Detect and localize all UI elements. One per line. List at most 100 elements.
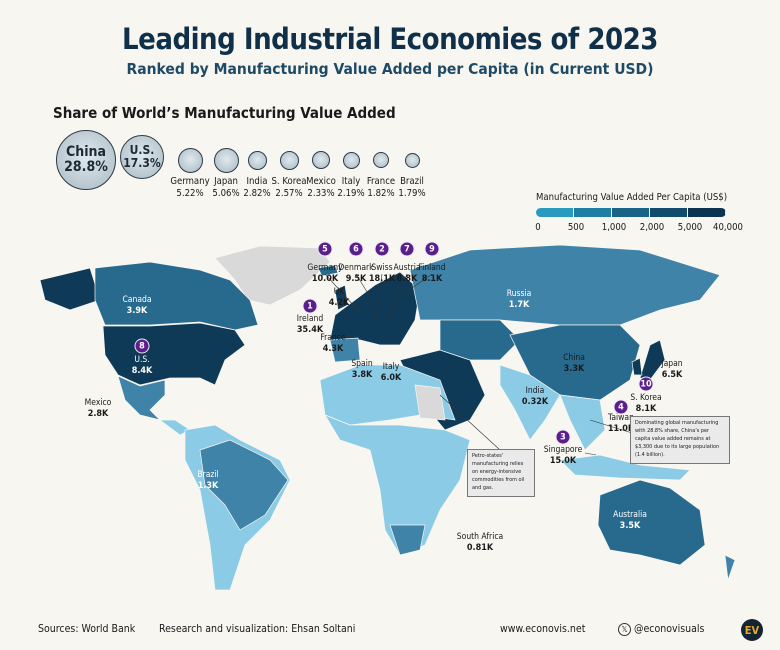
- page-subtitle: Ranked by Manufacturing Value Added per …: [126, 60, 654, 78]
- legend-title: Manufacturing Value Added Per Capita (US…: [536, 192, 728, 203]
- label-country: UK: [333, 287, 345, 297]
- bubble-country: Japan: [214, 176, 238, 187]
- petro-note: Petro-states' manufacturing relies on en…: [467, 449, 535, 497]
- share-title: Share of World’s Manufacturing Value Add…: [53, 104, 396, 122]
- label-country: Spain: [351, 359, 373, 369]
- map-label: Italy 6.0K: [381, 362, 402, 383]
- source-text: Sources: World Bank: [38, 623, 136, 635]
- map-label: Singapore 15.0K: [544, 445, 583, 466]
- legend-swatch: [650, 208, 688, 217]
- label-value: 4.3K: [322, 343, 344, 354]
- rank-badge: 10: [638, 376, 654, 392]
- label-value: 1.7K: [508, 299, 530, 310]
- label-country: Italy: [382, 362, 400, 372]
- map-label: Swiss 18.1K: [369, 263, 395, 284]
- rank-badge: 9: [424, 241, 440, 257]
- label-country: Mexico: [84, 398, 112, 408]
- map-label: U.S. 8.4K: [132, 355, 153, 376]
- region-spain: [329, 337, 361, 363]
- bubble-value: 1.82%: [367, 187, 395, 199]
- social-handle[interactable]: @econovisuals: [634, 623, 705, 635]
- bubble-country: France: [366, 176, 396, 187]
- rank-badge: 1: [302, 298, 318, 314]
- bubble-country: Italy: [341, 176, 361, 187]
- rank-badge: 7: [399, 241, 415, 257]
- website-link[interactable]: www.econovis.net: [500, 623, 586, 635]
- label-country: Australia: [613, 510, 647, 520]
- bubble-country: Germany: [170, 176, 210, 187]
- share-bubble: U.S. 17.3%: [120, 135, 164, 179]
- label-value: 9.5K: [345, 273, 367, 284]
- region-russia: [409, 244, 721, 326]
- label-country: Canada: [122, 295, 152, 305]
- region-indonesia: [559, 454, 691, 481]
- bubble-label: Japan 5.06%: [201, 176, 251, 200]
- share-bubble: [213, 147, 239, 173]
- map-label: S. Korea 8.1K: [630, 393, 661, 414]
- label-value: 0.81K: [466, 542, 494, 553]
- bubble-value: 2.82%: [243, 187, 271, 199]
- map-label: Russia 1.7K: [506, 289, 532, 310]
- bubble-country: U.S.: [129, 142, 155, 157]
- region-mexico: [117, 375, 166, 421]
- legend-swatch: [536, 208, 574, 217]
- map-label: Canada 3.9K: [122, 295, 152, 316]
- legend-tick: 5,000: [677, 222, 703, 233]
- share-bubble: [373, 152, 389, 168]
- label-value: 10.0K: [311, 273, 339, 284]
- legend-color-scale: [536, 208, 726, 217]
- label-country: Brazil: [197, 470, 219, 480]
- label-country: Denmark: [338, 263, 374, 273]
- label-country: Taiwan: [608, 413, 634, 423]
- rank-badge: 5: [317, 241, 333, 257]
- share-bubble: [312, 151, 330, 169]
- label-value: 2.8K: [87, 408, 109, 419]
- label-country: Japan: [661, 359, 683, 369]
- bubble-value: 1.79%: [398, 187, 426, 199]
- share-bubble: [279, 150, 299, 170]
- label-country: Russia: [506, 289, 532, 299]
- region-korea: [631, 357, 643, 376]
- map-label: Mexico 2.8K: [84, 398, 112, 419]
- label-value: 0.32K: [521, 396, 549, 407]
- label-value: 3.9K: [126, 305, 148, 316]
- region-iceland: [317, 264, 339, 277]
- map-label: UK 4.2K: [329, 287, 350, 308]
- bubble-value: 28.8%: [64, 159, 108, 175]
- region-sudan: [414, 384, 446, 421]
- legend-swatch: [612, 208, 650, 217]
- bubble-label: Germany 5.22%: [165, 176, 215, 200]
- label-country: China: [563, 353, 585, 363]
- region-india: [499, 364, 561, 441]
- region-south-africa: [389, 524, 426, 556]
- region-uk: [334, 284, 349, 311]
- rank-badge: 2: [374, 241, 390, 257]
- rank-badge: 3: [555, 429, 571, 445]
- map-label: South Africa 0.81K: [457, 532, 503, 553]
- bubble-value: 2.33%: [307, 187, 335, 199]
- legend-swatch: [688, 208, 726, 217]
- label-value: 3.8K: [351, 369, 373, 380]
- label-value: 35.4K: [296, 324, 324, 335]
- label-country: Swiss: [371, 263, 393, 273]
- share-bubble: [342, 151, 360, 169]
- bubble-label: Italy 2.19%: [326, 176, 376, 200]
- rank-badge: 8: [134, 338, 150, 354]
- bubble-label: Brazil 1.79%: [387, 176, 437, 200]
- bubble-country: China: [66, 143, 106, 160]
- region-alaska: [39, 267, 101, 311]
- bubble-country: Brazil: [400, 176, 424, 187]
- credit-text: Research and visualization: Ehsan Soltan…: [159, 623, 356, 635]
- region-canada: [94, 261, 259, 331]
- share-bubble: China 28.8%: [56, 130, 116, 190]
- label-value: 8.1K: [635, 403, 657, 414]
- map-label: Brazil 1.3K: [197, 470, 219, 491]
- bubble-value: 17.3%: [123, 156, 161, 170]
- label-country: India: [525, 386, 545, 396]
- region-greenland: [214, 245, 331, 306]
- label-value: 11.0K: [607, 423, 635, 434]
- page-title: Leading Industrial Economies of 2023: [122, 22, 658, 56]
- bubble-country: India: [246, 176, 268, 187]
- label-country: France: [320, 333, 346, 343]
